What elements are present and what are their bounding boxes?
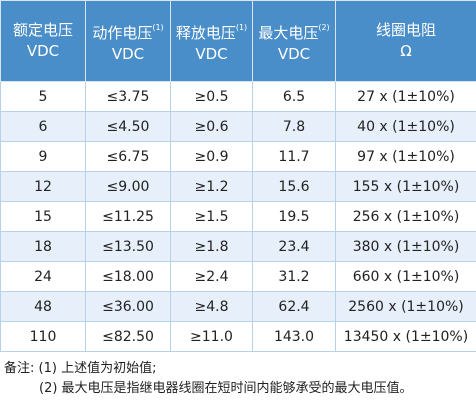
table-cell: ≥0.6 [170,111,253,142]
table-cell: 2560 x (1±10%) [335,291,476,322]
table-cell: ≥1.2 [170,171,253,202]
table-row: 6 ≤4.50 ≥0.6 7.8 40 x (1±10%) [0,111,476,142]
table-cell: ≤36.00 [85,291,171,322]
header-line: 动作电压(1) [86,17,170,44]
header-line: 最大电压(2) [253,17,335,44]
table-cell: 6 [0,111,86,142]
table-cell: 27 x (1±10%) [335,81,476,112]
table-cell: ≥0.9 [170,141,253,172]
header-unit: VDC [277,45,311,63]
header-line: 释放电压(1) [171,17,252,44]
table-cell: 660 x (1±10%) [335,261,476,292]
header-label: 释放电压 [175,24,236,42]
table-cell: ≤3.75 [85,81,171,112]
header-cell: 动作电压(1) VDC [85,0,171,82]
table-cell: ≤11.25 [85,201,171,232]
header-note: (2) [318,23,330,32]
header-unit: VDC [111,45,145,63]
table-cell: 19.5 [252,201,336,232]
table-cell: 256 x (1±10%) [335,201,476,232]
table-row: 18 ≤13.50 ≥1.8 23.4 380 x (1±10%) [0,231,476,262]
table-cell: 40 x (1±10%) [335,111,476,142]
table-cell: ≥0.5 [170,81,253,112]
header-row: 额定电压 VDC 动作电压(1) VDC 释放电压(1) VDC 最大电压(2) VDC 线圈电… [0,0,476,82]
table-row: 5 ≤3.75 ≥0.5 6.5 27 x (1±10%) [0,81,476,112]
header-label: 最大电压 [258,24,319,42]
table-cell: ≥11.0 [170,321,253,352]
table-row: 24 ≤18.00 ≥2.4 31.2 660 x (1±10%) [0,261,476,292]
table-cell: 6.5 [252,81,336,112]
table-row: 9 ≤6.75 ≥0.9 11.7 97 x (1±10%) [0,141,476,172]
header-label: 线圈电阻 [375,21,436,39]
header-cell: 释放电压(1) VDC [170,0,253,82]
table-cell: 15.6 [252,171,336,202]
table-cell: ≥4.8 [170,291,253,322]
notes: 备注: (1) 上述值为初始值; (2) 最大电压是指继电器线圈在短时间内能够承… [4,359,413,399]
table-cell: 97 x (1±10%) [335,141,476,172]
header-unit: VDC [26,42,60,60]
table-cell: 5 [0,81,86,112]
table-cell: 110 [0,321,86,352]
table-cell: 13450 x (1±10%) [335,321,476,352]
header-cell: 最大电压(2) VDC [252,0,336,82]
table-cell: 62.4 [252,291,336,322]
header-unit: Ω [400,42,412,60]
table-cell: 155 x (1±10%) [335,171,476,202]
table-cell: ≤6.75 [85,141,171,172]
table-cell: 15 [0,201,86,232]
header-cell: 额定电压 VDC [0,0,86,82]
note-line: (2) 最大电压是指继电器线圈在短时间内能够承受的最大电压值。 [4,379,413,399]
table-cell: ≤4.50 [85,111,171,142]
table-cell: 12 [0,171,86,202]
table-cell: ≤18.00 [85,261,171,292]
table-cell: ≤9.00 [85,171,171,202]
table-cell: 31.2 [252,261,336,292]
header-line: 额定电压 [1,20,85,41]
table-cell: ≤13.50 [85,231,171,262]
table-cell: 9 [0,141,86,172]
table-cell: 24 [0,261,86,292]
header-line: 线圈电阻 [336,20,476,41]
header-cell: 线圈电阻 Ω [335,0,476,82]
table-cell: ≤82.50 [85,321,171,352]
relay-table: 额定电压 VDC 动作电压(1) VDC 释放电压(1) VDC 最大电压(2) VDC 线圈电… [0,0,476,352]
table-cell: 380 x (1±10%) [335,231,476,262]
table-cell: ≥2.4 [170,261,253,292]
notes-label: 备注: [4,361,35,376]
header-note: (1) [235,23,248,32]
note-line: 备注: (1) 上述值为初始值; [4,359,413,379]
table-row: 48 ≤36.00 ≥4.8 62.4 2560 x (1±10%) [0,291,476,322]
table-cell: ≥1.5 [170,201,253,232]
table-row: 110 ≤82.50 ≥11.0 143.0 13450 x (1±10%) [0,321,476,352]
table-cell: ≥1.8 [170,231,253,262]
table-cell: 11.7 [252,141,336,172]
table-cell: 18 [0,231,86,262]
header-note: (1) [152,23,164,32]
note: (1) 上述值为初始值; [38,361,157,376]
header-label: 动作电压 [92,24,153,42]
header-label: 额定电压 [12,21,73,39]
table-cell: 48 [0,291,86,322]
table-cell: 7.8 [252,111,336,142]
table-cell: 23.4 [252,231,336,262]
table-row: 12 ≤9.00 ≥1.2 15.6 155 x (1±10%) [0,171,476,202]
header-unit: VDC [195,45,228,63]
table-row: 15 ≤11.25 ≥1.5 19.5 256 x (1±10%) [0,201,476,232]
note: (2) 最大电压是指继电器线圈在短时间内能够承受的最大电压值。 [39,381,413,396]
table-cell: 143.0 [252,321,336,352]
